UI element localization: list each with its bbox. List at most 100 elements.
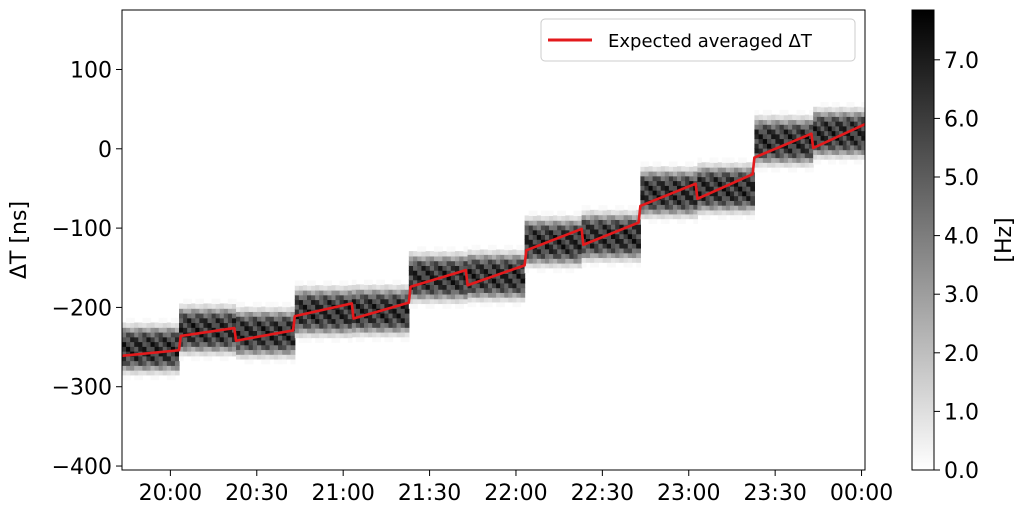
heatmap-cell [286,339,292,346]
heatmap-cell [368,308,373,314]
heatmap-cell [252,325,258,332]
heatmap-cell [170,336,176,343]
heatmap-cell [351,284,357,290]
heatmap-cell [792,128,797,135]
heatmap-cell [392,289,398,295]
heatmap-cell [685,209,690,215]
heatmap-cell [585,257,591,263]
heatmap-cell [717,181,723,187]
heatmap-cell [187,303,192,309]
y-axis-title: ΔT [ns] [7,201,32,279]
heatmap-cell [602,205,608,211]
heatmap-cell [286,354,292,360]
heatmap-cell [364,322,369,328]
heatmap-cell [368,289,373,295]
heatmap-cell [846,102,851,108]
heatmap-cell [236,301,241,308]
heatmap-cell [142,365,148,371]
heatmap-cell [500,301,505,308]
heatmap-cell [652,161,658,167]
heatmap-cell [779,157,785,163]
heatmap-cell [273,301,279,308]
heatmap-cell [487,268,493,274]
heatmap-cell [516,268,522,274]
heatmap-cell [351,327,357,333]
heatmap-cell [327,304,333,310]
heatmap-cell [298,294,304,301]
heatmap-cell [590,209,595,216]
heatmap-cell [520,244,526,251]
heatmap-cell [134,370,139,376]
heatmap-cell [824,149,829,155]
heatmap-cell [459,260,464,266]
heatmap-cell [842,125,848,132]
heatmap-cell [705,205,711,211]
heatmap-cell [199,308,205,314]
heatmap-cell [174,322,180,328]
heatmap-cell [672,199,678,205]
heatmap-cell [475,297,481,303]
heatmap-cell [631,257,637,263]
heatmap-cell [824,106,829,113]
heatmap-cell [754,167,760,173]
heatmap-cell [355,327,361,333]
heatmap-cell [203,322,209,328]
heatmap-cell [327,313,333,320]
heatmap-cell [265,344,271,351]
heatmap-cell [561,248,566,255]
heatmap-cell [347,289,353,296]
heatmap-cell [231,308,237,314]
heatmap-cell [709,209,715,216]
heatmap-cell [850,140,855,146]
heatmap-cell [463,265,469,271]
y-tick-label: 0 [98,138,112,163]
heatmap-cell [122,374,127,381]
heatmap-cell [315,313,320,320]
heatmap-cell [372,327,377,333]
heatmap-cell [368,322,373,328]
heatmap-cell [660,204,666,210]
heatmap-cell [685,175,690,182]
heatmap-cell [244,320,250,327]
heatmap-cell [364,298,369,305]
heatmap-cell [138,374,143,381]
heatmap-cell [351,289,357,295]
heatmap-cell [792,162,797,168]
heatmap-cell [294,328,300,334]
heatmap-cell [532,263,538,269]
heatmap-cell [227,312,233,319]
heatmap-cell [376,303,381,309]
heatmap-cell [553,253,558,259]
heatmap-cell [335,285,341,291]
heatmap-cell [725,157,731,163]
heatmap-cell [709,205,715,211]
heatmap-cell [816,116,822,122]
heatmap-cell [516,292,522,298]
heatmap-cell [536,220,542,226]
heatmap-cell [450,284,456,290]
x-tick-label: 21:30 [398,481,461,506]
heatmap-cell [417,284,423,290]
heatmap-cell [540,210,546,217]
heatmap-cell [540,215,546,221]
heatmap-cell [376,298,381,305]
heatmap-cell [664,213,670,220]
heatmap-cell [223,312,229,319]
heatmap-cell [166,336,172,343]
heatmap-cell [734,214,739,220]
heatmap-cell [434,251,439,257]
heatmap-cell [656,209,662,215]
heatmap-cell [672,175,678,182]
heatmap-cell [581,262,587,268]
heatmap-cell [553,243,558,250]
heatmap-cell [850,111,855,117]
heatmap-cell [738,162,743,168]
heatmap-cell [729,157,735,163]
heatmap-cell [368,298,373,305]
heatmap-cell [319,309,324,315]
heatmap-cell [138,332,143,338]
heatmap-cell [677,209,682,215]
heatmap-cell [746,190,751,197]
heatmap-cell [652,199,658,205]
heatmap-cell [122,370,127,376]
